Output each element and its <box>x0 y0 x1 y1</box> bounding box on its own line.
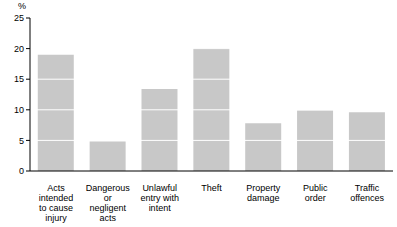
svg-text:0: 0 <box>19 166 24 176</box>
svg-text:Actsintendedto causeinjury: Actsintendedto causeinjury <box>39 183 74 223</box>
svg-text:10: 10 <box>14 105 24 115</box>
svg-text:20: 20 <box>14 44 24 54</box>
svg-text:Trafficoffences: Trafficoffences <box>350 183 384 203</box>
svg-text:Unlawfulentry withintent: Unlawfulentry withintent <box>140 183 179 213</box>
svg-text:Propertydamage: Propertydamage <box>246 183 281 203</box>
svg-text:Publicorder: Publicorder <box>303 183 328 203</box>
svg-text:5: 5 <box>19 136 24 146</box>
svg-text:Dangerousornegligentacts: Dangerousornegligentacts <box>86 183 131 223</box>
svg-text:Theft: Theft <box>201 183 222 193</box>
svg-text:15: 15 <box>14 74 24 84</box>
svg-text:25: 25 <box>14 13 24 23</box>
